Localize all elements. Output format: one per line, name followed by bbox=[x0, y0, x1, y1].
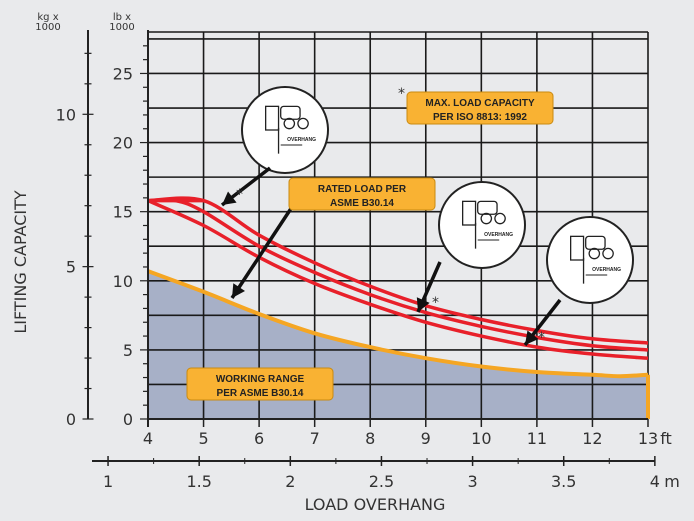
callout-text: PER ISO 8813: 1992 bbox=[433, 112, 527, 123]
y-unit-kg-line1: kg x bbox=[37, 12, 58, 23]
x-unit-m: m bbox=[664, 472, 680, 491]
icon-circle bbox=[241, 86, 329, 174]
arrow-icon2-to-max bbox=[416, 261, 442, 313]
working-range-callout: WORKING RANGE PER ASME B30.14 bbox=[186, 367, 334, 401]
x-tick-label-m: 4 bbox=[650, 472, 660, 491]
icon-overhang-label: OVERHANG bbox=[287, 137, 316, 143]
arrow-head bbox=[232, 283, 245, 298]
callout-text: RATED LOAD PER bbox=[318, 184, 407, 195]
arrow-head bbox=[525, 330, 539, 345]
y-tick-label-lb: 5 bbox=[123, 341, 133, 360]
x-tick-label-ft: 10 bbox=[471, 429, 491, 448]
icon-mast bbox=[570, 235, 585, 261]
arrow-head bbox=[222, 191, 237, 205]
y-tick-label-lb: 10 bbox=[113, 272, 133, 291]
y-axis-title: LIFTING CAPACITY bbox=[11, 190, 30, 334]
axes bbox=[87, 30, 655, 462]
callout-text: MAX. LOAD CAPACITY bbox=[425, 98, 535, 109]
callouts: * * * * MAX. LOAD CAPACITY PER ISO 8813: 1992… bbox=[186, 86, 554, 401]
x-axis-title: LOAD OVERHANG bbox=[305, 495, 446, 514]
icon-wheel bbox=[588, 247, 601, 260]
callout-text: PER ASME B30.14 bbox=[217, 388, 304, 399]
working-range-line bbox=[147, 269, 649, 379]
asterisk-3: * bbox=[538, 330, 545, 346]
y-tick-label-kg: 10 bbox=[56, 105, 76, 124]
callout-box bbox=[288, 177, 436, 211]
max-load-callout: MAX. LOAD CAPACITY PER ISO 8813: 1992 bbox=[406, 91, 554, 125]
x-tick-label-m: 3 bbox=[467, 472, 477, 491]
asterisk-2: * bbox=[432, 295, 439, 311]
y-unit-lb-line2: 1000 bbox=[109, 22, 134, 33]
y-tick-label-lb: 0 bbox=[123, 410, 133, 429]
x-tick-label-ft: 11 bbox=[527, 429, 547, 448]
x-unit-ft: ft bbox=[660, 429, 672, 448]
arrow-icon3-to-max bbox=[523, 298, 562, 347]
icon-wheel bbox=[494, 212, 506, 225]
arrow-shaft bbox=[230, 206, 294, 299]
icon-mast bbox=[264, 105, 280, 131]
icon-circle bbox=[438, 181, 526, 269]
rated-load-line bbox=[148, 199, 648, 360]
y-tick-label-lb: 25 bbox=[113, 64, 133, 83]
x-tick-label-ft: 5 bbox=[198, 429, 208, 448]
forklift-icon-3: OVERHANG bbox=[546, 216, 634, 304]
x-tick-label-ft: 7 bbox=[310, 429, 320, 448]
x-tick-label-m: 1.5 bbox=[186, 472, 211, 491]
rated-load-callout: RATED LOAD PER ASME B30.14 bbox=[288, 177, 436, 211]
icon-mast bbox=[461, 200, 477, 226]
tick-labels: 4 5 6 7 8 9 10 11 12 13 ft1 1.5 2 2.5 3 3.5 4 m0510152025… bbox=[56, 45, 680, 491]
arrow-rated-load bbox=[230, 206, 294, 299]
x-tick-label-ft: 4 bbox=[143, 429, 153, 448]
forklift-icons: OVERHANG OVERHANG OVERHANG bbox=[241, 86, 634, 304]
x-tick-label-m: 1 bbox=[103, 472, 113, 491]
arrow-icon1-to-max bbox=[220, 166, 272, 207]
x-tick-label-ft: 9 bbox=[421, 429, 431, 448]
icon-wheel bbox=[283, 117, 296, 130]
x-tick-label-ft: 13 bbox=[638, 429, 658, 448]
callout-box bbox=[406, 91, 554, 125]
y-unit-lb-line1: lb x bbox=[113, 12, 131, 23]
icon-body bbox=[477, 200, 498, 215]
y-unit-kg-line2: 1000 bbox=[35, 22, 60, 33]
forklift-icon-1: OVERHANG bbox=[241, 86, 329, 174]
x-tick-label-ft: 6 bbox=[254, 429, 264, 448]
x-tick-label-m: 2 bbox=[285, 472, 295, 491]
icon-wheel bbox=[602, 247, 614, 260]
icon-body bbox=[280, 105, 301, 120]
asterisk-legend: * bbox=[398, 86, 405, 102]
callout-box bbox=[186, 367, 334, 401]
series-lines bbox=[147, 196, 650, 419]
icon-wheel bbox=[480, 212, 493, 225]
x-tick-label-ft: 12 bbox=[582, 429, 602, 448]
x-tick-label-m: 3.5 bbox=[551, 472, 576, 491]
arrow-head bbox=[416, 297, 430, 312]
x-tick-label-ft: 8 bbox=[365, 429, 375, 448]
x-tick-label-m: 2.5 bbox=[369, 472, 394, 491]
icon-overhang-label: OVERHANG bbox=[592, 267, 621, 273]
asterisk-1: * bbox=[236, 187, 243, 203]
icon-body bbox=[585, 235, 606, 250]
icon-overhang-label: OVERHANG bbox=[484, 232, 513, 238]
callout-arrows bbox=[220, 166, 562, 347]
y-tick-label-kg: 5 bbox=[66, 258, 76, 277]
rated-load-line bbox=[148, 196, 648, 345]
callout-text: WORKING RANGE bbox=[216, 374, 305, 385]
y-tick-label-kg: 0 bbox=[66, 410, 76, 429]
forklift-icon-2: OVERHANG bbox=[438, 181, 526, 269]
icon-circle bbox=[546, 216, 634, 304]
y-tick-label-lb: 15 bbox=[113, 203, 133, 222]
callout-text: ASME B30.14 bbox=[330, 198, 394, 209]
rated-load-line bbox=[148, 198, 648, 352]
icon-wheel bbox=[297, 117, 309, 130]
y-tick-label-lb: 20 bbox=[113, 134, 133, 153]
